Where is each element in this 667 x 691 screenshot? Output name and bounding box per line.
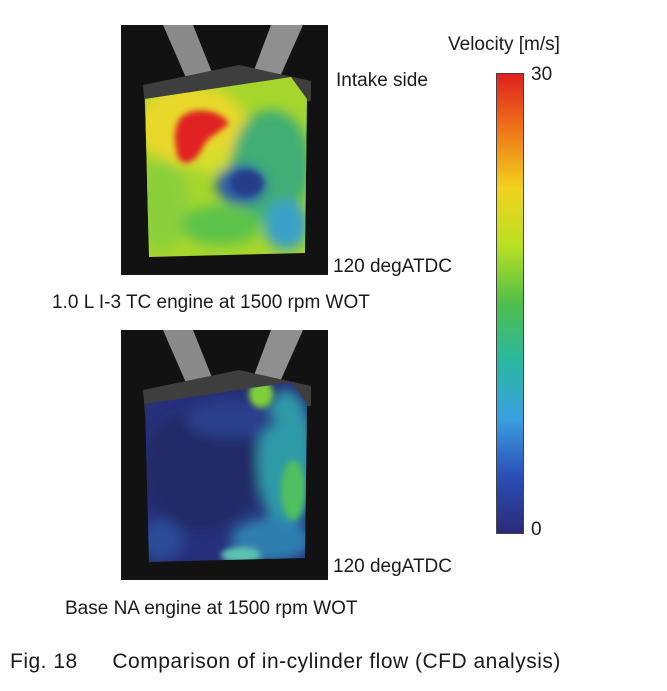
cfd-panel-tc-engine	[121, 25, 328, 275]
legend-min-label: 0	[531, 519, 542, 540]
intake-side-label: Intake side	[336, 70, 428, 91]
engine-label-na: Base NA engine at 1500 rpm WOT	[65, 598, 358, 619]
crank-angle-label-bottom: 120 degATDC	[333, 556, 452, 577]
engine-label-tc: 1.0 L I-3 TC engine at 1500 rpm WOT	[52, 292, 370, 313]
figure-caption: Fig. 18 Comparison of in-cylinder flow (…	[10, 650, 561, 674]
legend-max-label: 30	[531, 64, 553, 85]
legend-title: Velocity [m/s]	[448, 34, 560, 55]
crank-angle-label-top: 120 degATDC	[333, 256, 452, 277]
cfd-panel-na-engine	[121, 330, 328, 580]
cfd-velocity-field-tc	[121, 25, 328, 275]
velocity-color-scale	[496, 73, 524, 534]
cfd-velocity-field-na	[121, 330, 328, 580]
figure-number: Fig. 18	[10, 650, 78, 673]
figure-caption-text: Comparison of in-cylinder flow (CFD anal…	[112, 650, 561, 673]
